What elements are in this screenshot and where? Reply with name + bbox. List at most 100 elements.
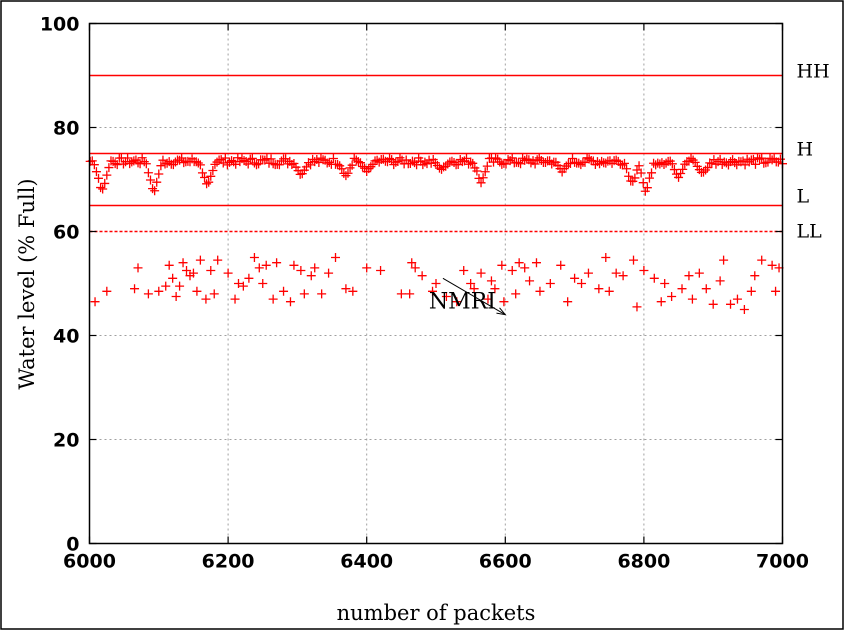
nmri-point xyxy=(209,289,219,299)
level-point xyxy=(364,164,374,174)
nmri-point xyxy=(130,284,140,294)
reference-lines xyxy=(89,74,783,233)
level-point xyxy=(775,154,785,164)
level-point xyxy=(636,168,646,178)
level-point xyxy=(170,157,180,167)
nmri-point xyxy=(405,289,415,299)
nmri-point xyxy=(178,258,188,268)
nmri-point xyxy=(750,271,760,281)
level-point xyxy=(466,157,476,167)
level-point xyxy=(622,164,632,174)
x-tick-label: 6200 xyxy=(202,551,255,573)
nmri-point xyxy=(708,299,718,309)
nmri-point xyxy=(520,263,530,273)
level-point xyxy=(468,158,478,168)
x-tick-label: 6600 xyxy=(479,551,532,573)
nmri-point xyxy=(629,255,639,265)
nmri-point xyxy=(223,268,233,278)
nmri-point xyxy=(195,255,205,265)
nmri-point xyxy=(757,255,767,265)
nmri-point xyxy=(249,253,259,262)
nmri-point xyxy=(476,268,486,278)
level-point xyxy=(420,157,430,167)
nmri-point xyxy=(182,266,192,275)
level-point xyxy=(220,153,230,163)
nmri-point xyxy=(639,266,649,275)
y-axis-label: Water level (% Full) xyxy=(15,178,39,389)
level-point xyxy=(343,168,353,178)
nmri-point xyxy=(507,266,517,275)
nmri-point xyxy=(466,279,476,288)
level-point xyxy=(750,159,760,169)
level-point xyxy=(249,158,259,168)
reference-label-ll: LL xyxy=(797,221,823,243)
level-point xyxy=(624,171,634,181)
nmri-point xyxy=(254,263,264,273)
level-point xyxy=(129,156,139,166)
level-point xyxy=(395,153,405,163)
level-point xyxy=(526,158,536,168)
nmri-point xyxy=(164,260,174,270)
level-point xyxy=(133,158,143,168)
level-point xyxy=(316,153,326,163)
nmri-point xyxy=(545,279,555,288)
nmri-point xyxy=(175,281,185,291)
level-point xyxy=(478,173,488,183)
level-point xyxy=(91,167,101,177)
nmri-point xyxy=(746,286,756,296)
nmri-point xyxy=(428,286,438,296)
level-point xyxy=(218,158,228,168)
level-point xyxy=(757,153,767,163)
nmri-point xyxy=(511,289,521,299)
annotation-arrow-line xyxy=(442,277,506,316)
nmri-point xyxy=(238,281,248,291)
level-point xyxy=(642,183,652,193)
nmri-point xyxy=(656,297,666,307)
nmri-point xyxy=(348,286,358,296)
nmri-point xyxy=(188,268,198,278)
level-point xyxy=(547,159,557,169)
nmri-point xyxy=(289,260,299,270)
reference-label-hh: HH xyxy=(797,61,830,83)
nmri-point xyxy=(192,286,202,296)
level-point xyxy=(204,177,214,187)
level-point xyxy=(295,169,305,179)
level-point xyxy=(289,159,299,169)
level-point xyxy=(341,171,351,181)
annotation-label: NMRI xyxy=(429,289,496,314)
nmri-point xyxy=(102,286,112,296)
level-point xyxy=(472,166,482,176)
y-tick-label: 80 xyxy=(53,118,79,140)
nmri-point xyxy=(514,258,524,268)
level-point xyxy=(254,159,264,169)
x-tick-label: 6000 xyxy=(63,551,116,573)
level-point xyxy=(507,153,517,163)
nmri-point xyxy=(244,273,254,283)
level-point xyxy=(301,162,311,172)
level-point xyxy=(669,165,679,175)
level-point xyxy=(410,158,420,168)
nmri-point xyxy=(410,263,420,273)
level-point xyxy=(143,168,153,178)
level-point xyxy=(584,154,594,164)
level-point xyxy=(676,169,686,179)
level-point xyxy=(701,165,711,175)
level-point xyxy=(615,159,625,169)
x-tick-label: 6800 xyxy=(617,551,670,573)
level-point xyxy=(195,160,205,170)
level-point xyxy=(145,175,155,185)
level-point xyxy=(372,155,382,165)
nmri-point xyxy=(563,297,573,307)
labels: 6000 6200 6400 6600 6800 7000020406080100HHHL… xyxy=(40,14,830,573)
level-point xyxy=(245,154,255,164)
level-point xyxy=(310,157,320,167)
level-point xyxy=(139,157,149,167)
level-point xyxy=(441,161,451,171)
level-point xyxy=(513,158,523,168)
nmri-point xyxy=(452,297,462,307)
level-point xyxy=(385,154,395,164)
level-point xyxy=(127,157,137,167)
level-point xyxy=(576,160,586,170)
reference-label-h: H xyxy=(797,139,814,161)
